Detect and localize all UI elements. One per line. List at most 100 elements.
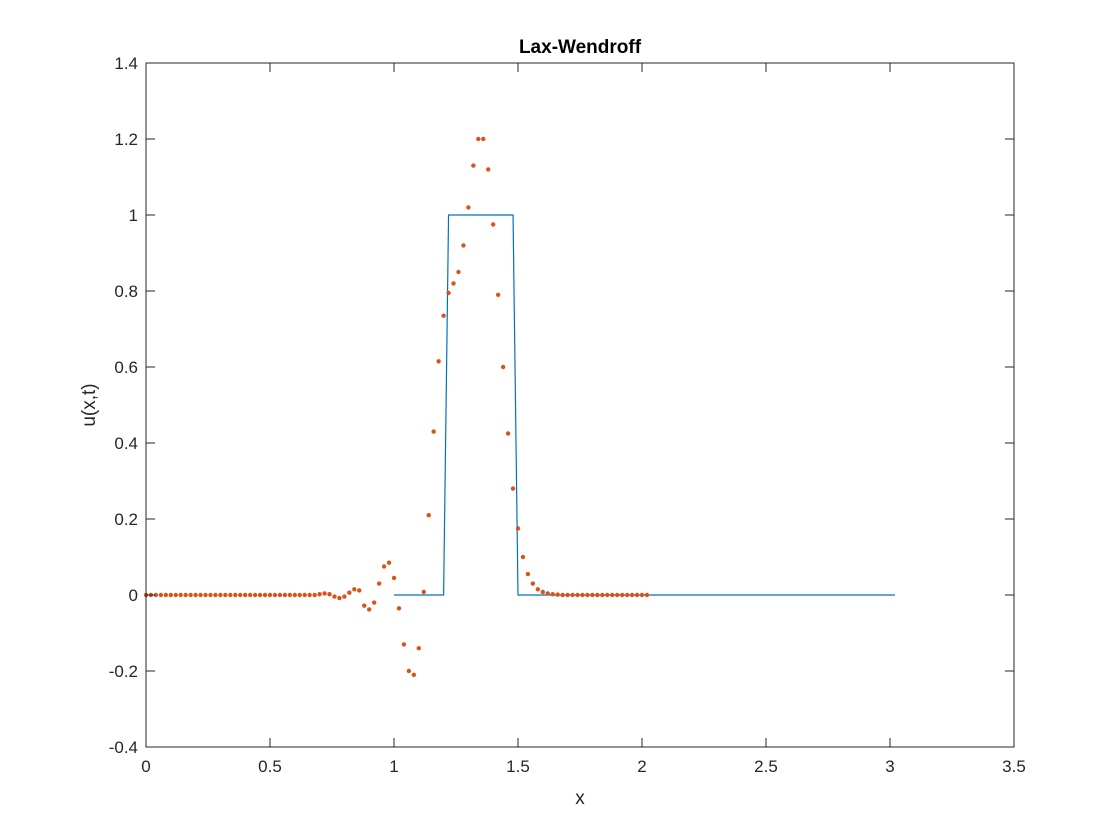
numeric-solution-point: [416, 646, 421, 651]
numeric-solution-point: [590, 592, 595, 598]
ticks-layer: 0 0.5 1 1.5 2 2.5 3 3.5 -0.4 -0.2 0 0.2 0.4 0.6 0.8 1 1.…: [109, 54, 1026, 776]
numeric-solution-point: [520, 554, 526, 560]
y-tick-label: 1.2: [114, 130, 138, 149]
numeric-solution-point: [610, 592, 615, 598]
numeric-solution-point: [153, 592, 159, 598]
numeric-solution-point: [615, 592, 620, 598]
numeric-solution-point: [639, 592, 645, 598]
numeric-solution-point: [262, 592, 268, 598]
x-tick-label: 3: [885, 757, 894, 776]
x-tick-label: 3.5: [1002, 757, 1026, 776]
numeric-solution-point: [550, 592, 555, 597]
numeric-solution-point: [391, 575, 397, 581]
numeric-solution-point: [486, 167, 491, 172]
numeric-solution-point: [287, 592, 293, 598]
numeric-solution-point: [535, 587, 541, 592]
numeric-solution-point: [510, 486, 516, 491]
numeric-solution-point: [252, 592, 258, 598]
numeric-solution-point: [481, 136, 486, 142]
numeric-solution-point: [257, 592, 263, 598]
numeric-solution-point: [605, 592, 610, 598]
numeric-solution-point: [466, 205, 471, 210]
numeric-solution-point: [302, 592, 307, 598]
numeric-solution-point: [332, 594, 337, 599]
numeric-solution-point: [545, 591, 550, 596]
numeric-solution-point: [441, 313, 446, 318]
y-tick-label: 0.8: [114, 282, 138, 301]
numeric-solution-point: [396, 606, 402, 611]
numeric-solution-point: [505, 431, 511, 436]
numeric-solution-point: [247, 592, 253, 598]
numeric-solution-point: [362, 603, 367, 608]
y-tick-label: 0.6: [114, 358, 138, 377]
numeric-solution-point: [193, 592, 198, 598]
numeric-solution-point: [292, 592, 297, 598]
axes-box: [145, 62, 1015, 748]
x-tick-label: 1.5: [506, 757, 530, 776]
numeric-solution-point: [357, 588, 362, 593]
numeric-solution-point: [421, 589, 426, 595]
numeric-solution-point: [317, 592, 322, 597]
numeric-solution-point: [565, 592, 570, 598]
numeric-solution-point: [173, 592, 178, 598]
numeric-solution-point: [500, 364, 506, 370]
numeric-solution-point: [495, 292, 501, 297]
numeric-solution-point: [644, 592, 650, 598]
numeric-solution-point: [431, 429, 436, 434]
y-tick-label: 1: [129, 206, 138, 225]
numeric-solution-point: [337, 595, 342, 601]
numeric-solution-point: [451, 281, 456, 286]
x-tick-label: 0.5: [258, 757, 282, 776]
numeric-solution-point: [297, 592, 302, 598]
numeric-solution-point: [183, 592, 188, 598]
numeric-solution-point: [208, 592, 213, 598]
numeric-solution-point: [213, 592, 218, 598]
numeric-solution-point: [228, 592, 233, 598]
numeric-solution-point: [238, 592, 243, 598]
numeric-solution-point: [371, 600, 377, 605]
numeric-solution-point: [243, 592, 248, 598]
numeric-solution-point: [401, 642, 407, 647]
series-layer: [143, 136, 895, 677]
numeric-solution-point: [491, 222, 496, 227]
numeric-solution-point: [426, 513, 431, 518]
numeric-solution-point: [570, 592, 575, 598]
numeric-solution-point: [461, 243, 466, 248]
numeric-solution-point: [381, 564, 387, 569]
numeric-solution-point: [367, 607, 372, 612]
numeric-solution-point: [386, 560, 392, 565]
numeric-solution-point: [352, 587, 357, 592]
x-tick-label: 2.5: [754, 757, 778, 776]
plot-area: [146, 63, 1014, 747]
numeric-solution-point: [223, 592, 228, 598]
y-tick-label: 0.2: [114, 510, 138, 529]
numeric-solution-point: [634, 592, 640, 598]
numeric-solution-point: [347, 590, 352, 595]
numeric-solution-point: [307, 592, 312, 598]
numeric-solution-point: [406, 668, 412, 674]
numeric-solution-point: [624, 592, 630, 598]
y-tick-label: 0.4: [114, 434, 138, 453]
numeric-solution-point: [560, 592, 565, 598]
numeric-solution-point: [312, 592, 317, 598]
numeric-solution-point: [619, 592, 625, 598]
numeric-solution-point: [476, 136, 481, 142]
numeric-solution-point: [272, 592, 278, 598]
numeric-solution-point: [471, 163, 476, 168]
numeric-solution-point: [282, 592, 288, 598]
x-tick-label: 2: [637, 757, 646, 776]
numeric-solution-point: [203, 592, 208, 598]
numeric-solution-point: [267, 592, 273, 598]
numeric-solution-point: [436, 359, 441, 364]
numeric-solution-point: [327, 592, 332, 597]
numeric-solution-point: [580, 592, 585, 598]
numeric-solution-point: [342, 594, 347, 599]
numeric-solution-point: [168, 592, 173, 598]
numeric-solution-point: [233, 592, 238, 598]
numeric-solution-point: [595, 592, 600, 598]
numeric-solution-point: [540, 589, 545, 595]
numeric-solution-point: [456, 269, 461, 275]
numeric-solution-point: [163, 592, 169, 598]
numeric-solution-point: [178, 592, 183, 598]
